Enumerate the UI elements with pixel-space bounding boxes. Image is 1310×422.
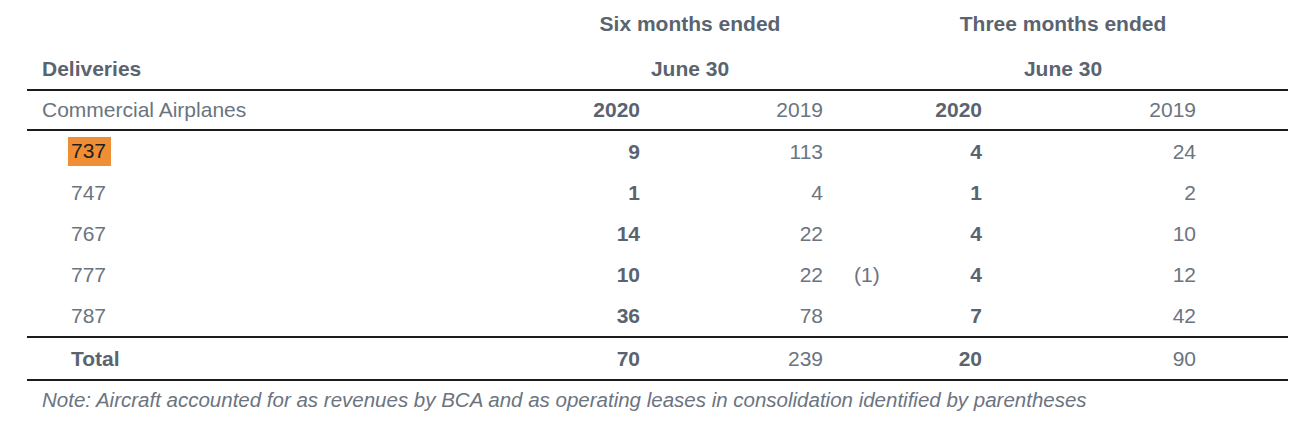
group-header-six-months: Six months ended	[540, 0, 823, 48]
cell-empty-spacer	[1196, 254, 1288, 295]
cell-737-six-2019: 113	[640, 130, 823, 172]
table-title: Deliveries	[27, 48, 540, 90]
cell-777-three-2020: 4	[900, 254, 982, 295]
cell-empty-footnote-col	[823, 90, 900, 130]
cell-747-three-2020: 1	[900, 172, 982, 213]
cell-787-three-2019: 42	[982, 295, 1196, 337]
cell-787-six-2019: 78	[640, 295, 823, 337]
cell-747-footnote	[823, 172, 900, 213]
deliveries-table: Six months ended Three months ended Deli…	[27, 0, 1288, 381]
cell-total-three-2019: 90	[982, 337, 1196, 380]
table-row-777: 777 10 22 (1) 4 12	[27, 254, 1288, 295]
subheader-row: Deliveries June 30 June 30	[27, 48, 1288, 90]
group-header-row: Six months ended Three months ended	[27, 0, 1288, 48]
cell-label-777: 777	[27, 254, 540, 295]
cell-777-six-2020: 10	[540, 254, 640, 295]
cell-747-six-2019: 4	[640, 172, 823, 213]
cell-767-footnote	[823, 213, 900, 254]
cell-737-six-2020: 9	[540, 130, 640, 172]
cell-767-three-2019: 10	[982, 213, 1196, 254]
cell-empty-spacer	[1196, 213, 1288, 254]
cell-787-six-2020: 36	[540, 295, 640, 337]
cell-737-three-2020: 4	[900, 130, 982, 172]
cell-747-six-2020: 1	[540, 172, 640, 213]
cell-737-three-2019: 24	[982, 130, 1196, 172]
cell-label-747: 747	[27, 172, 540, 213]
cell-total-three-2020: 20	[900, 337, 982, 380]
cell-767-three-2020: 4	[900, 213, 982, 254]
cell-empty-footnote-col	[823, 0, 900, 48]
year-header-three-2020: 2020	[900, 90, 982, 130]
cell-787-three-2020: 7	[900, 295, 982, 337]
cell-767-six-2019: 22	[640, 213, 823, 254]
cell-total-six-2019: 239	[640, 337, 823, 380]
cell-empty-topleft	[27, 0, 540, 48]
table-row-767: 767 14 22 4 10	[27, 213, 1288, 254]
year-header-six-2020: 2020	[540, 90, 640, 130]
cell-777-footnote: (1)	[823, 254, 900, 295]
cell-empty-spacer	[1196, 0, 1288, 48]
cell-767-six-2020: 14	[540, 213, 640, 254]
cell-empty-footnote-col	[823, 337, 900, 380]
cell-label-767: 767	[27, 213, 540, 254]
year-header-row: Commercial Airplanes 2020 2019 2020 2019	[27, 90, 1288, 130]
cell-747-three-2019: 2	[982, 172, 1196, 213]
cell-label-737: 737	[27, 130, 540, 172]
cell-empty-spacer	[1196, 172, 1288, 213]
table-row-747: 747 1 4 1 2	[27, 172, 1288, 213]
cell-737-footnote	[823, 130, 900, 172]
cell-empty-spacer	[1196, 295, 1288, 337]
june-30-three-months: June 30	[900, 48, 1196, 90]
cell-empty-spacer	[1196, 337, 1288, 380]
cell-label-total: Total	[27, 337, 540, 380]
cell-empty-spacer	[1196, 48, 1288, 90]
footnote-text: Note: Aircraft accounted for as revenues…	[42, 388, 1087, 412]
year-header-three-2019: 2019	[982, 90, 1196, 130]
june-30-six-months: June 30	[540, 48, 823, 90]
cell-787-footnote	[823, 295, 900, 337]
table-row-787: 787 36 78 7 42	[27, 295, 1288, 337]
section-label: Commercial Airplanes	[27, 90, 540, 130]
cell-777-three-2019: 12	[982, 254, 1196, 295]
cell-777-six-2019: 22	[640, 254, 823, 295]
table-row-total: Total 70 239 20 90	[27, 337, 1288, 380]
cell-label-787: 787	[27, 295, 540, 337]
table-row-737: 737 9 113 4 24	[27, 130, 1288, 172]
cell-empty-spacer	[1196, 130, 1288, 172]
deliveries-page: Six months ended Three months ended Deli…	[0, 0, 1310, 422]
cell-empty-footnote-col	[823, 48, 900, 90]
cell-total-six-2020: 70	[540, 337, 640, 380]
highlighted-cell-737[interactable]: 737	[68, 137, 111, 166]
group-header-three-months: Three months ended	[900, 0, 1196, 48]
cell-empty-spacer	[1196, 90, 1288, 130]
year-header-six-2019: 2019	[640, 90, 823, 130]
